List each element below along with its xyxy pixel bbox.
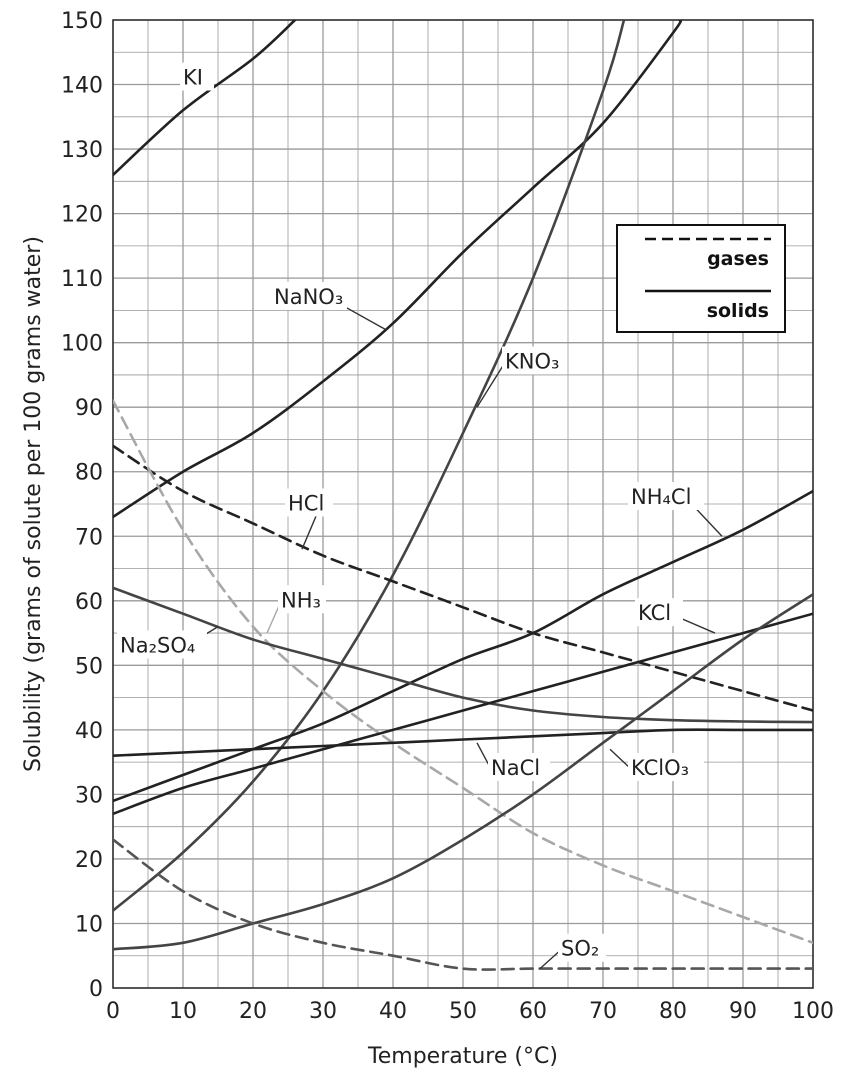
series-label-series-8: NaCl <box>491 756 540 780</box>
series-label-bg-series-7 <box>635 598 683 627</box>
series-label-bg-series-0 <box>180 62 214 91</box>
y-tick-label: 110 <box>61 267 103 292</box>
y-tick-label: 80 <box>75 461 103 486</box>
series-label-series-6: Na₂SO₄ <box>120 633 195 657</box>
y-tick-label: 10 <box>75 912 103 937</box>
y-tick-label: 70 <box>75 525 103 550</box>
series-label-bg-series-1 <box>271 281 347 310</box>
y-tick-label: 0 <box>89 977 103 1002</box>
series-label-series-4: NH₃ <box>281 588 321 612</box>
series-label-bg-series-2 <box>502 346 564 375</box>
x-tick-label: 40 <box>379 999 407 1024</box>
x-tick-label: 20 <box>239 999 267 1024</box>
series-label-bg-series-4 <box>278 585 326 614</box>
plot-frame <box>112 19 814 989</box>
series-label-series-3: HCl <box>288 491 324 515</box>
y-tick-label: 60 <box>75 590 103 615</box>
series-leader-series-2 <box>476 362 506 408</box>
series-label-series-2: KNO₃ <box>505 349 559 373</box>
x-tick-label: 60 <box>519 999 547 1024</box>
series-leader-series-9 <box>609 748 632 770</box>
y-tick-label: 20 <box>75 848 103 873</box>
series-label-series-5: NH₄Cl <box>631 485 691 509</box>
x-tick-label: 90 <box>729 999 757 1024</box>
series-line-series-6 <box>113 586 813 724</box>
series-label-bg-series-3 <box>285 488 333 517</box>
legend-label-gases: gases <box>707 248 769 270</box>
series-label-series-1: NaNO₃ <box>274 285 343 309</box>
x-tick-label: 50 <box>449 999 477 1024</box>
series-label-bg-series-6 <box>117 630 207 659</box>
x-tick-label: 100 <box>792 999 834 1024</box>
series-label-series-7: KCl <box>638 601 671 625</box>
series-line-series-0 <box>113 20 297 177</box>
y-tick-label: 100 <box>61 332 103 357</box>
legend-label-solids: solids <box>707 300 769 322</box>
series-line-series-4 <box>113 399 813 945</box>
series-line-series-7 <box>113 612 813 816</box>
series-line-series-5 <box>113 489 813 803</box>
series-label-bg-series-10 <box>558 933 606 962</box>
y-tick-label: 40 <box>75 719 103 744</box>
series-line-series-8 <box>113 728 813 757</box>
y-tick-label: 50 <box>75 654 103 679</box>
x-tick-label: 80 <box>659 999 687 1024</box>
series-label-bg-series-8 <box>488 753 550 782</box>
y-tick-label: 140 <box>61 74 103 99</box>
y-tick-label: 90 <box>75 396 103 421</box>
y-axis-title: Solubility (grams of solute per 100 gram… <box>21 236 46 772</box>
x-tick-label: 10 <box>169 999 197 1024</box>
series-label-series-9: KClO₃ <box>631 756 689 780</box>
x-tick-label: 0 <box>106 999 120 1024</box>
y-tick-label: 120 <box>61 203 103 228</box>
series-line-series-2 <box>113 20 626 912</box>
series-label-bg-series-9 <box>628 753 704 782</box>
y-tick-label: 150 <box>61 9 103 34</box>
series-line-series-9 <box>113 593 813 951</box>
x-axis-title: Temperature (°C) <box>367 1044 558 1069</box>
series-label-series-0: KI <box>183 66 203 90</box>
series-label-bg-series-5 <box>628 482 704 510</box>
series-label-series-10: SO₂ <box>561 937 599 961</box>
series-leader-series-10 <box>539 949 562 970</box>
x-tick-label: 70 <box>589 999 617 1024</box>
y-tick-label: 30 <box>75 783 103 808</box>
y-tick-label: 130 <box>61 138 103 163</box>
series-line-series-1 <box>113 20 683 519</box>
legend-box <box>616 224 786 333</box>
x-tick-label: 30 <box>309 999 337 1024</box>
series-line-series-10 <box>113 838 813 971</box>
